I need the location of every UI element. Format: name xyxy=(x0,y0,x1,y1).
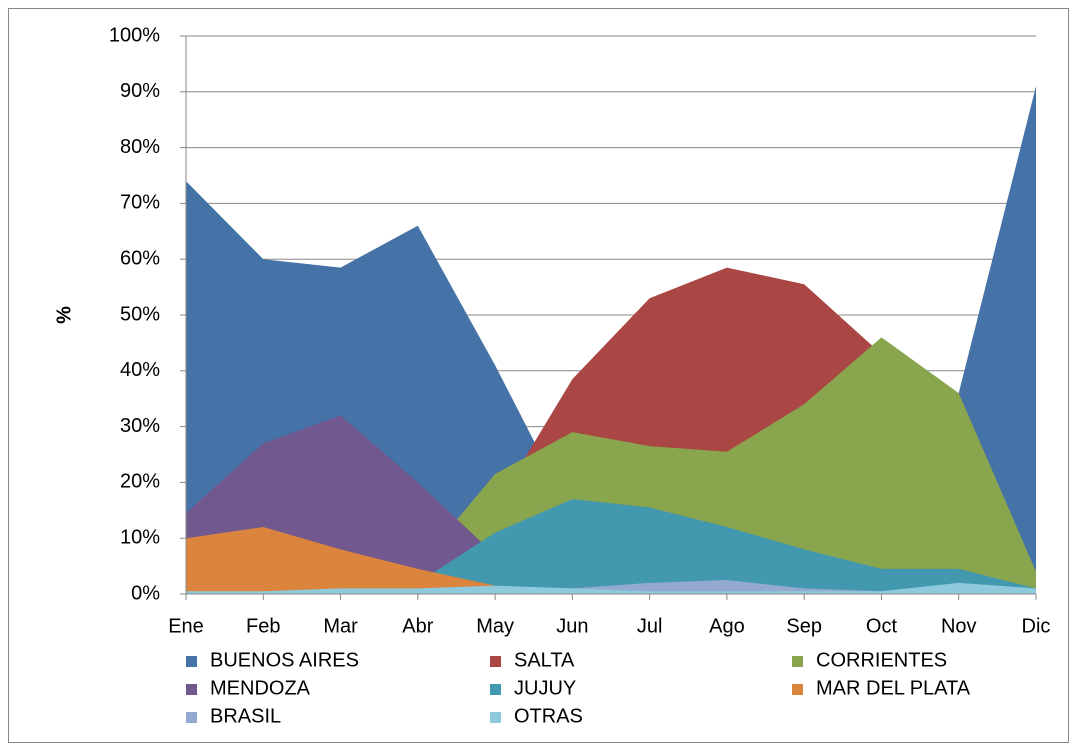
legend-label: MENDOZA xyxy=(210,677,311,699)
y-tick-label: 60% xyxy=(120,247,160,269)
area xyxy=(186,580,1036,594)
x-tick-label: Abr xyxy=(402,615,433,637)
legend-swatch xyxy=(490,656,501,667)
legend-swatch xyxy=(792,684,803,695)
x-tick-label: May xyxy=(476,615,514,637)
area xyxy=(186,582,1036,594)
area xyxy=(186,527,1036,594)
y-tick-label: 20% xyxy=(120,471,160,493)
legend-swatch xyxy=(490,712,501,723)
x-tick-label: Ene xyxy=(168,615,204,637)
y-tick-label: 50% xyxy=(120,303,160,325)
x-tick-label: Oct xyxy=(866,615,898,637)
x-tick-label: Mar xyxy=(323,615,358,637)
x-tick-label: Jul xyxy=(637,615,663,637)
y-tick-label: 90% xyxy=(120,80,160,102)
legend-label: MAR DEL PLATA xyxy=(816,677,971,699)
x-tick-label: Jun xyxy=(556,615,588,637)
x-tick-label: Sep xyxy=(786,615,822,637)
legend-swatch xyxy=(186,712,197,723)
legend-label: BRASIL xyxy=(210,705,281,727)
legend-label: JUJUY xyxy=(514,677,576,699)
legend-label: SALTA xyxy=(514,649,575,671)
legend-swatch xyxy=(792,656,803,667)
legend-swatch xyxy=(186,684,197,695)
area xyxy=(186,499,1036,594)
y-tick-label: 40% xyxy=(120,359,160,381)
y-tick-label: 100% xyxy=(109,24,160,46)
x-tick-label: Nov xyxy=(941,615,977,637)
x-tick-label: Ago xyxy=(709,615,745,637)
y-tick-label: 80% xyxy=(120,136,160,158)
legend-label: BUENOS AIRES xyxy=(210,649,359,671)
y-axis-label: % xyxy=(53,306,75,324)
area xyxy=(186,415,1036,594)
y-tick-label: 70% xyxy=(120,192,160,214)
legend-label: CORRIENTES xyxy=(816,649,947,671)
legend-swatch xyxy=(490,684,501,695)
legend-label: OTRAS xyxy=(514,705,583,727)
y-tick-label: 10% xyxy=(120,526,160,548)
x-tick-label: Dic xyxy=(1022,615,1051,637)
y-tick-label: 30% xyxy=(120,415,160,437)
x-tick-label: Feb xyxy=(246,615,280,637)
legend-swatch xyxy=(186,656,197,667)
area xyxy=(186,337,1036,594)
y-tick-label: 0% xyxy=(131,582,160,604)
